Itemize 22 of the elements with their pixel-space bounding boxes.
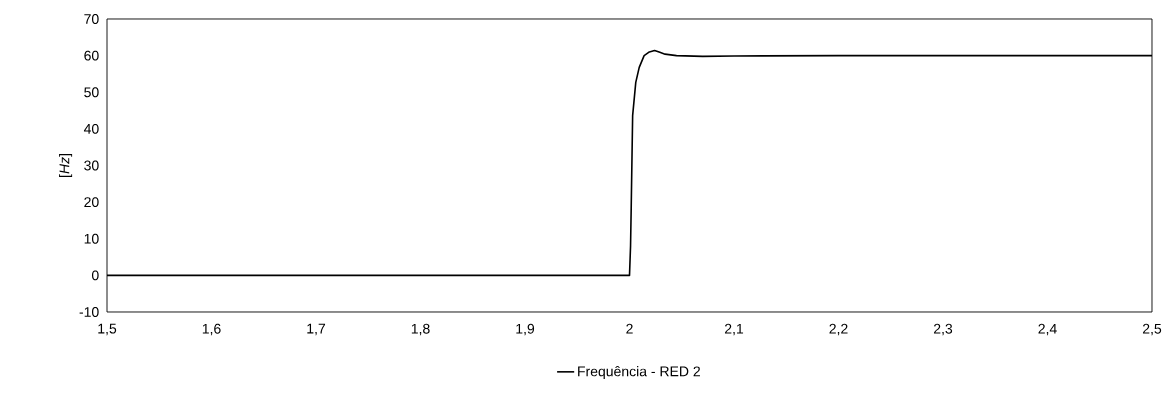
y-tick-label: 0: [91, 270, 99, 281]
x-tick-label: 2,2: [829, 323, 848, 336]
y-tick-label: 70: [84, 14, 99, 24]
y-tick-label: 30: [84, 160, 99, 171]
x-tick-label: 1,7: [307, 323, 326, 336]
x-tick-label: 2,4: [1038, 323, 1057, 336]
y-tick-label: -10: [79, 307, 99, 317]
x-tick-label: 1,5: [98, 323, 117, 336]
y-tick-label: 60: [84, 50, 99, 61]
y-tick-label: 50: [84, 87, 99, 98]
x-tick-label: 2: [626, 323, 633, 334]
legend-label: Frequência - RED 2: [578, 365, 700, 380]
y-tick-label: 40: [83, 123, 99, 134]
x-tick-label: 2,1: [724, 323, 744, 336]
y-axis-title: [Hz]: [59, 154, 73, 177]
y-tick-label: 20: [84, 197, 99, 208]
x-tick-label: 1,9: [516, 323, 535, 336]
y-tick-label: 10: [84, 233, 99, 244]
x-tick-label: 2,3: [933, 323, 953, 336]
x-tick-label: 1,6: [202, 323, 221, 336]
x-tick-label: 1,8: [411, 323, 430, 336]
x-tick-label: 2,5: [1142, 323, 1162, 336]
